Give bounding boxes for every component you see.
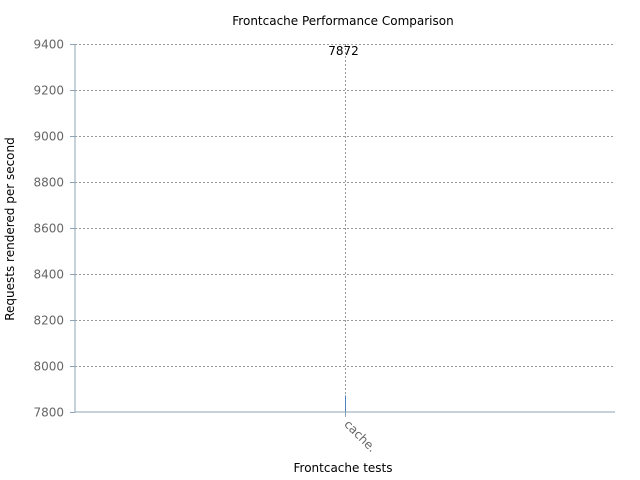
bars: 7872	[328, 44, 359, 412]
chart-title: Frontcache Performance Comparison	[232, 14, 453, 28]
y-tick-label: 8400	[33, 268, 64, 282]
x-axis-ticks: cache.	[341, 412, 379, 455]
y-axis-label: Requests rendered per second	[3, 137, 17, 321]
y-tick-label: 9400	[33, 38, 64, 52]
y-tick-label: 9200	[33, 84, 64, 98]
y-tick-label: 8200	[33, 314, 64, 328]
y-tick-label: 9000	[33, 130, 64, 144]
y-tick-label: 8800	[33, 176, 64, 190]
y-tick-label: 7800	[33, 406, 64, 420]
bar-value-label: 7872	[328, 44, 359, 58]
y-axis-ticks: 7800 8000 8200 8400 8600 8800 9000 9200 9400	[33, 38, 75, 420]
x-axis-label: Frontcache tests	[294, 461, 393, 475]
bar	[345, 395, 346, 412]
y-tick-label: 8000	[33, 360, 64, 374]
y-tick-label: 8600	[33, 222, 64, 236]
grid-lines	[75, 44, 615, 412]
x-tick-label: cache.	[341, 417, 379, 455]
